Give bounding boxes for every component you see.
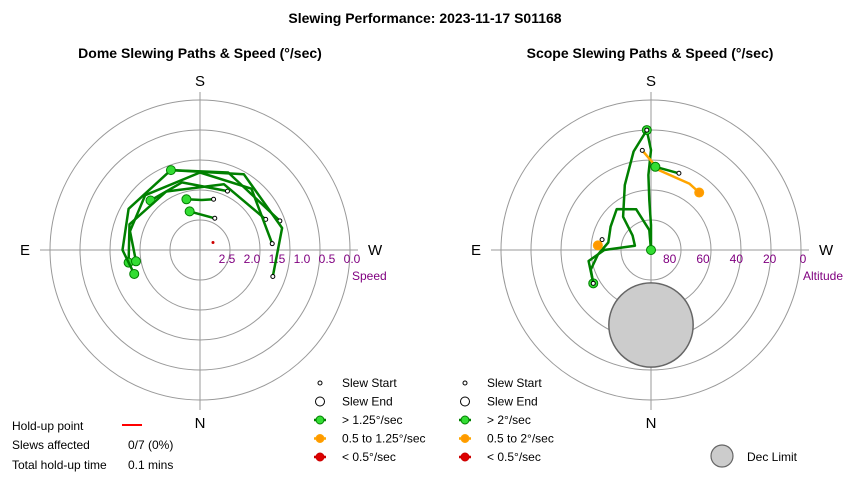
legend-label: Slew End <box>342 395 393 409</box>
holdup-label: Hold-up point <box>12 419 84 433</box>
radial-tick-label: 0 <box>800 252 807 266</box>
slew-path <box>127 182 267 263</box>
legend-start-swatch <box>462 380 468 386</box>
scope-chart-title: Scope Slewing Paths & Speed (°/sec) <box>526 45 774 61</box>
legend-label: Slew Start <box>342 376 397 390</box>
slew-start-marker <box>639 147 645 153</box>
slew-path <box>186 198 214 202</box>
slew-start-marker <box>269 241 275 247</box>
legend-label: > 2°/sec <box>487 413 531 427</box>
slew-path <box>149 181 228 202</box>
radial-tick-label: 2.0 <box>244 252 261 266</box>
dec-limit-legend-swatch <box>710 444 734 468</box>
slew-path <box>645 129 653 250</box>
legend-label: 0.5 to 2°/sec <box>487 432 554 446</box>
dome-chart-title: Dome Slewing Paths & Speed (°/sec) <box>78 45 322 61</box>
holdup-time-value: 0.1 mins <box>128 458 174 472</box>
slew-end-marker <box>694 187 705 198</box>
radial-axis-label: Speed <box>352 269 387 283</box>
legend-marker-swatch <box>315 452 325 462</box>
radial-tick-label: 20 <box>763 252 777 266</box>
radial-tick-label: 0.5 <box>319 252 336 266</box>
direction-label-bottom: N <box>646 415 657 432</box>
slew-end-marker <box>165 165 176 176</box>
legend-label: Slew Start <box>487 376 542 390</box>
legend-label: 0.5 to 1.25°/sec <box>342 432 426 446</box>
slew-path <box>587 129 648 284</box>
direction-label-left: E <box>471 242 481 259</box>
slew-end-marker <box>592 240 603 251</box>
slew-path <box>641 149 701 194</box>
direction-label-left: E <box>20 242 30 259</box>
page-title: Slewing Performance: 2023-11-17 S01168 <box>288 10 562 26</box>
radial-tick-label: 1.0 <box>294 252 311 266</box>
dec-limit-region <box>608 282 694 368</box>
dec-limit-label: Dec Limit <box>747 450 798 464</box>
legend-marker-swatch <box>460 452 470 462</box>
slew-start-marker <box>599 237 605 243</box>
radial-tick-label: 0.0 <box>344 252 361 266</box>
slew-end-marker <box>130 256 141 267</box>
radial-tick-label: 2.5 <box>219 252 236 266</box>
slew-start-marker <box>224 188 230 194</box>
slew-start-marker <box>270 274 276 280</box>
scope-polar-chart: S N E W 80 60 40 20 0 Altitude <box>471 73 843 432</box>
slew-start-marker <box>590 280 596 286</box>
legend-start-swatch <box>317 380 323 386</box>
slews-affected-value: 0/7 (0%) <box>128 438 174 452</box>
slew-end-marker <box>129 268 140 279</box>
legend-marker-swatch <box>460 415 470 425</box>
radial-tick-label: 80 <box>663 252 677 266</box>
legend-end-swatch <box>315 396 325 407</box>
radial-axis-label: Altitude <box>803 269 843 283</box>
legend-marker-swatch <box>315 434 325 443</box>
legend-label: Slew End <box>487 395 538 409</box>
holdup-point-marker <box>211 241 215 244</box>
legend-label: > 1.25°/sec <box>342 413 403 427</box>
slew-end-marker <box>650 161 661 172</box>
holdup-time-label: Total hold-up time <box>12 458 107 472</box>
radial-tick-label: 40 <box>730 252 744 266</box>
slew-end-marker <box>181 194 192 205</box>
legend-marker-swatch <box>460 434 470 443</box>
direction-label-right: W <box>819 242 834 259</box>
slew-start-marker <box>212 215 218 221</box>
direction-label-top: S <box>195 73 205 90</box>
direction-label-bottom: N <box>195 415 206 432</box>
slew-path <box>121 168 281 275</box>
slew-path <box>589 207 653 284</box>
slew-path <box>170 168 284 277</box>
legends: Slew Start Slew End > 1.25°/sec 0.5 to 1.25… <box>122 376 734 468</box>
legend-marker-swatch <box>315 415 325 425</box>
legend-label: < 0.5°/sec <box>487 450 541 464</box>
slew-end-marker <box>184 206 195 217</box>
slew-start-marker <box>644 127 650 133</box>
legend-end-swatch <box>460 396 470 407</box>
legend-label: < 0.5°/sec <box>342 450 396 464</box>
direction-label-right: W <box>368 242 383 259</box>
slew-start-marker <box>211 196 217 202</box>
slews-affected-label: Slews affected <box>12 438 90 452</box>
direction-label-top: S <box>646 73 656 90</box>
slew-start-marker <box>676 170 682 176</box>
slew-end-marker <box>646 245 656 255</box>
radial-tick-label: 60 <box>696 252 710 266</box>
